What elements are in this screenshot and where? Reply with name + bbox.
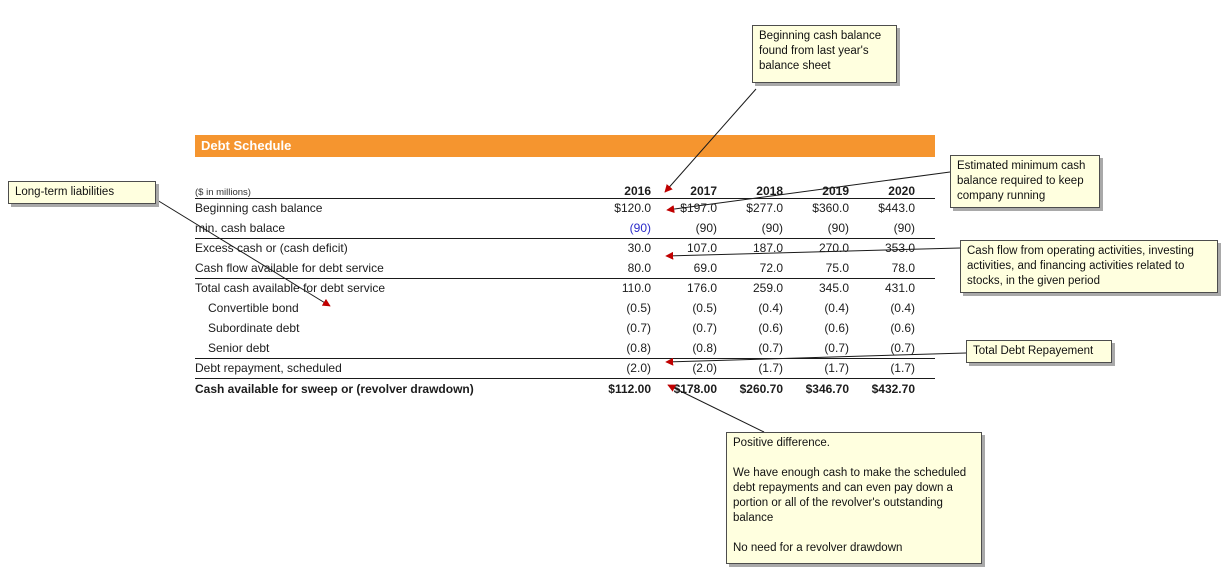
value-cell: $120.0 bbox=[614, 201, 651, 216]
debt-schedule-table: ($ in millions) 2016 2017 2018 2019 2020… bbox=[195, 170, 935, 400]
value-cell: (2.0) bbox=[605, 358, 671, 379]
value-cell: 259.0 bbox=[752, 281, 783, 296]
table-row-excess-cash: Excess cash or (cash deficit) 30.0 107.0… bbox=[195, 238, 935, 258]
table-row-cash-flow-available: Cash flow available for debt service 80.… bbox=[195, 258, 935, 279]
value-cell: $178.00 bbox=[673, 382, 717, 397]
section-header: Debt Schedule bbox=[195, 135, 935, 157]
value-cell: (90) bbox=[605, 218, 671, 239]
value-cell: (1.7) bbox=[869, 358, 935, 379]
value-cell: 80.0 bbox=[605, 258, 671, 279]
value-cell: 72.0 bbox=[737, 258, 803, 279]
table-row-debt-repayment-scheduled: Debt repayment, scheduled (2.0) (2.0) (1… bbox=[195, 358, 935, 379]
value-cell: (0.4) bbox=[890, 301, 915, 315]
table-row-cash-available-for-sweep: Cash available for sweep or (revolver dr… bbox=[195, 378, 935, 400]
table-row-total-cash-available: Total cash available for debt service 11… bbox=[195, 278, 935, 298]
value-cell: (0.4) bbox=[824, 301, 849, 315]
callout-long-term-liabilities: Long-term liabilities bbox=[8, 181, 156, 204]
value-cell: 69.0 bbox=[671, 258, 737, 279]
value-cell: (1.7) bbox=[803, 358, 869, 379]
table-row-subordinate-debt: Subordinate debt (0.7) (0.7) (0.6) (0.6)… bbox=[195, 318, 935, 338]
value-cell: (0.6) bbox=[890, 321, 915, 335]
value-cell: 176.0 bbox=[686, 281, 717, 296]
row-label: Beginning cash balance bbox=[195, 201, 323, 216]
callout-beginning-cash-balance: Beginning cash balance found from last y… bbox=[752, 25, 897, 83]
value-cell: (0.4) bbox=[758, 301, 783, 315]
value-cell: 270.0 bbox=[818, 241, 849, 256]
callout-positive-difference: Positive difference. We have enough cash… bbox=[726, 432, 982, 564]
row-label: Senior debt bbox=[195, 338, 605, 359]
value-cell: $346.70 bbox=[805, 382, 849, 397]
callout-total-debt-repayment: Total Debt Repayement bbox=[966, 340, 1112, 363]
row-label: Cash flow available for debt service bbox=[195, 258, 605, 279]
value-cell: 107.0 bbox=[686, 241, 717, 256]
value-cell: (90) bbox=[869, 218, 935, 239]
value-cell: 353.0 bbox=[884, 241, 915, 256]
row-label: Cash available for sweep or (revolver dr… bbox=[195, 382, 474, 397]
year-column-header: 2017 bbox=[671, 170, 737, 199]
value-cell: 78.0 bbox=[869, 258, 935, 279]
value-cell: (0.8) bbox=[605, 338, 671, 359]
value-cell: (0.7) bbox=[626, 321, 651, 335]
row-label: Total cash available for debt service bbox=[195, 281, 386, 296]
row-label: Debt repayment, scheduled bbox=[195, 358, 605, 379]
value-cell: (0.6) bbox=[824, 321, 849, 335]
value-cell: 30.0 bbox=[627, 241, 651, 256]
row-label: min. cash balace bbox=[195, 218, 605, 239]
value-cell: (90) bbox=[803, 218, 869, 239]
value-cell: (0.7) bbox=[737, 338, 803, 359]
value-cell: (0.5) bbox=[626, 301, 651, 315]
value-cell: (0.7) bbox=[692, 321, 717, 335]
value-cell: (0.6) bbox=[758, 321, 783, 335]
value-cell: (2.0) bbox=[671, 358, 737, 379]
callout-cash-flow-description: Cash flow from operating activities, inv… bbox=[960, 240, 1218, 293]
value-cell: $112.00 bbox=[608, 382, 651, 397]
year-column-header: 2019 bbox=[803, 170, 869, 199]
value-cell: $432.70 bbox=[871, 382, 915, 397]
table-row-senior-debt: Senior debt (0.8) (0.8) (0.7) (0.7) (0.7… bbox=[195, 338, 935, 359]
value-cell: 345.0 bbox=[818, 281, 849, 296]
row-label: Excess cash or (cash deficit) bbox=[195, 241, 348, 256]
row-label: Convertible bond bbox=[208, 301, 299, 315]
year-column-header: 2018 bbox=[737, 170, 803, 199]
value-cell: (0.7) bbox=[869, 338, 935, 359]
value-cell: 187.0 bbox=[752, 241, 783, 256]
table-row-beginning-cash-balance: Beginning cash balance $120.0 $197.0 $27… bbox=[195, 198, 935, 218]
table-row-convertible-bond: Convertible bond (0.5) (0.5) (0.4) (0.4)… bbox=[195, 298, 935, 318]
value-cell: (1.7) bbox=[737, 358, 803, 379]
value-cell: (0.8) bbox=[671, 338, 737, 359]
value-cell: (90) bbox=[737, 218, 803, 239]
value-cell: (0.7) bbox=[803, 338, 869, 359]
value-cell: 75.0 bbox=[803, 258, 869, 279]
value-cell: $443.0 bbox=[878, 201, 915, 216]
year-column-header: 2020 bbox=[869, 170, 935, 199]
table-header-row: ($ in millions) 2016 2017 2018 2019 2020 bbox=[195, 170, 935, 199]
section-title: Debt Schedule bbox=[201, 138, 292, 153]
year-column-header: 2016 bbox=[605, 170, 671, 199]
callout-minimum-cash-balance: Estimated minimum cash balance required … bbox=[950, 155, 1100, 208]
value-cell: (90) bbox=[671, 218, 737, 239]
value-cell: $197.0 bbox=[680, 201, 717, 216]
value-cell: 110.0 bbox=[621, 281, 651, 296]
table-row-min-cash-balance: min. cash balace (90) (90) (90) (90) (90… bbox=[195, 218, 935, 239]
units-label: ($ in millions) bbox=[195, 170, 605, 199]
value-cell: 431.0 bbox=[884, 281, 915, 296]
value-cell: (0.5) bbox=[692, 301, 717, 315]
value-cell: $360.0 bbox=[812, 201, 849, 216]
value-cell: $277.0 bbox=[746, 201, 783, 216]
row-label: Subordinate debt bbox=[208, 321, 300, 335]
value-cell: $260.70 bbox=[739, 382, 783, 397]
